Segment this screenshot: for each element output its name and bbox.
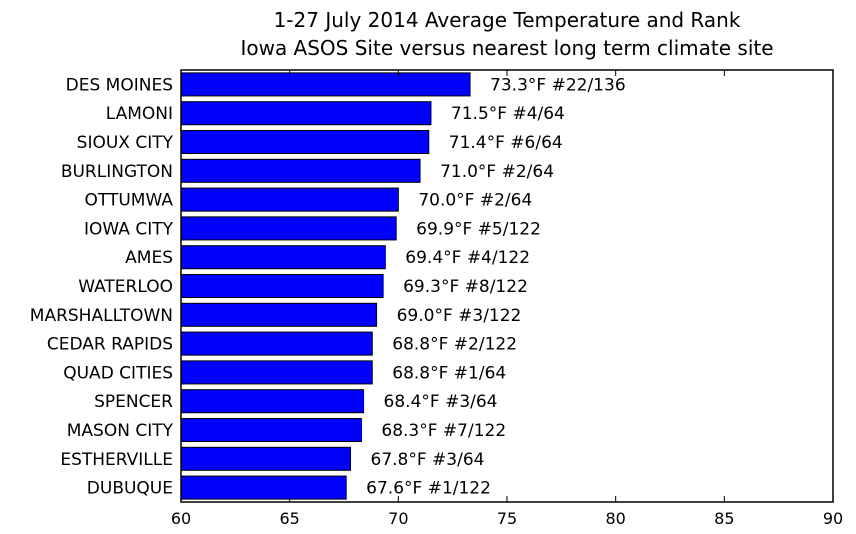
bar [180, 101, 432, 126]
category-label: QUAD CITIES [63, 363, 173, 383]
category-labels-layer: DES MOINES LAMONI SIOUX CITY BURLINGTON OTTU… [30, 75, 174, 498]
x-tick-label: 80 [605, 509, 625, 528]
value-label: 71.0°F #2/64 [440, 162, 554, 182]
value-label: 68.4°F #3/64 [384, 392, 498, 412]
x-tick-label: 65 [279, 509, 299, 528]
category-label: LAMONI [106, 104, 173, 124]
category-label: MARSHALLTOWN [30, 306, 173, 326]
category-label: SPENCER [94, 392, 173, 412]
value-label: 68.3°F #7/122 [381, 421, 506, 441]
chart-subtitle: Iowa ASOS Site versus nearest long term … [240, 36, 773, 60]
bar [180, 129, 430, 155]
category-label: MASON CITY [67, 421, 174, 441]
bar [180, 331, 373, 356]
category-label: ESTHERVILLE [60, 450, 173, 470]
bar [180, 302, 378, 327]
value-label: 71.5°F #4/64 [451, 104, 565, 124]
bar [180, 389, 365, 414]
bar [180, 446, 352, 471]
bar [180, 72, 471, 97]
value-label: 69.3°F #8/122 [403, 277, 528, 297]
value-label: 67.6°F #1/122 [366, 479, 491, 499]
x-tick-label: 85 [714, 509, 734, 528]
value-label: 67.8°F #3/64 [371, 450, 485, 470]
category-label: OTTUMWA [85, 191, 174, 211]
category-label: DES MOINES [66, 75, 173, 95]
category-label: WATERLOO [78, 277, 173, 297]
x-tick-label: 70 [388, 509, 408, 528]
x-tick-label: 60 [171, 509, 191, 528]
x-tick-label: 75 [497, 509, 517, 528]
plot-frame [180, 69, 834, 503]
bar [180, 417, 362, 443]
value-label: 73.3°F #22/136 [490, 75, 626, 95]
category-label: SIOUX CITY [77, 133, 174, 153]
chart-title: 1-27 July 2014 Average Temperature and R… [274, 8, 741, 32]
value-label: 70.0°F #2/64 [418, 191, 532, 211]
category-label: BURLINGTON [61, 162, 173, 182]
category-label: IOWA CITY [84, 219, 174, 239]
category-label: CEDAR RAPIDS [47, 335, 173, 355]
value-label: 68.8°F #2/122 [392, 335, 517, 355]
value-label: 69.0°F #3/122 [397, 306, 522, 326]
value-label: 69.9°F #5/122 [416, 219, 541, 239]
category-label: DUBUQUE [87, 479, 173, 499]
bar [180, 158, 421, 183]
x-axis-ticks-layer: 60 65 70 75 80 85 90 [171, 70, 843, 528]
value-label: 69.4°F #4/122 [405, 248, 530, 268]
bar [180, 475, 347, 500]
bar [180, 360, 373, 385]
value-labels-layer: 73.3°F #22/136 71.5°F #4/64 71.4°F #6/64 71… [366, 75, 625, 498]
value-label: 71.4°F #6/64 [449, 133, 563, 153]
value-label: 68.8°F #1/64 [392, 363, 506, 383]
bar [180, 273, 384, 299]
bar [180, 245, 386, 270]
bar [180, 187, 399, 212]
x-tick-label: 90 [823, 509, 843, 528]
category-label: AMES [125, 248, 173, 268]
bar [180, 216, 397, 241]
